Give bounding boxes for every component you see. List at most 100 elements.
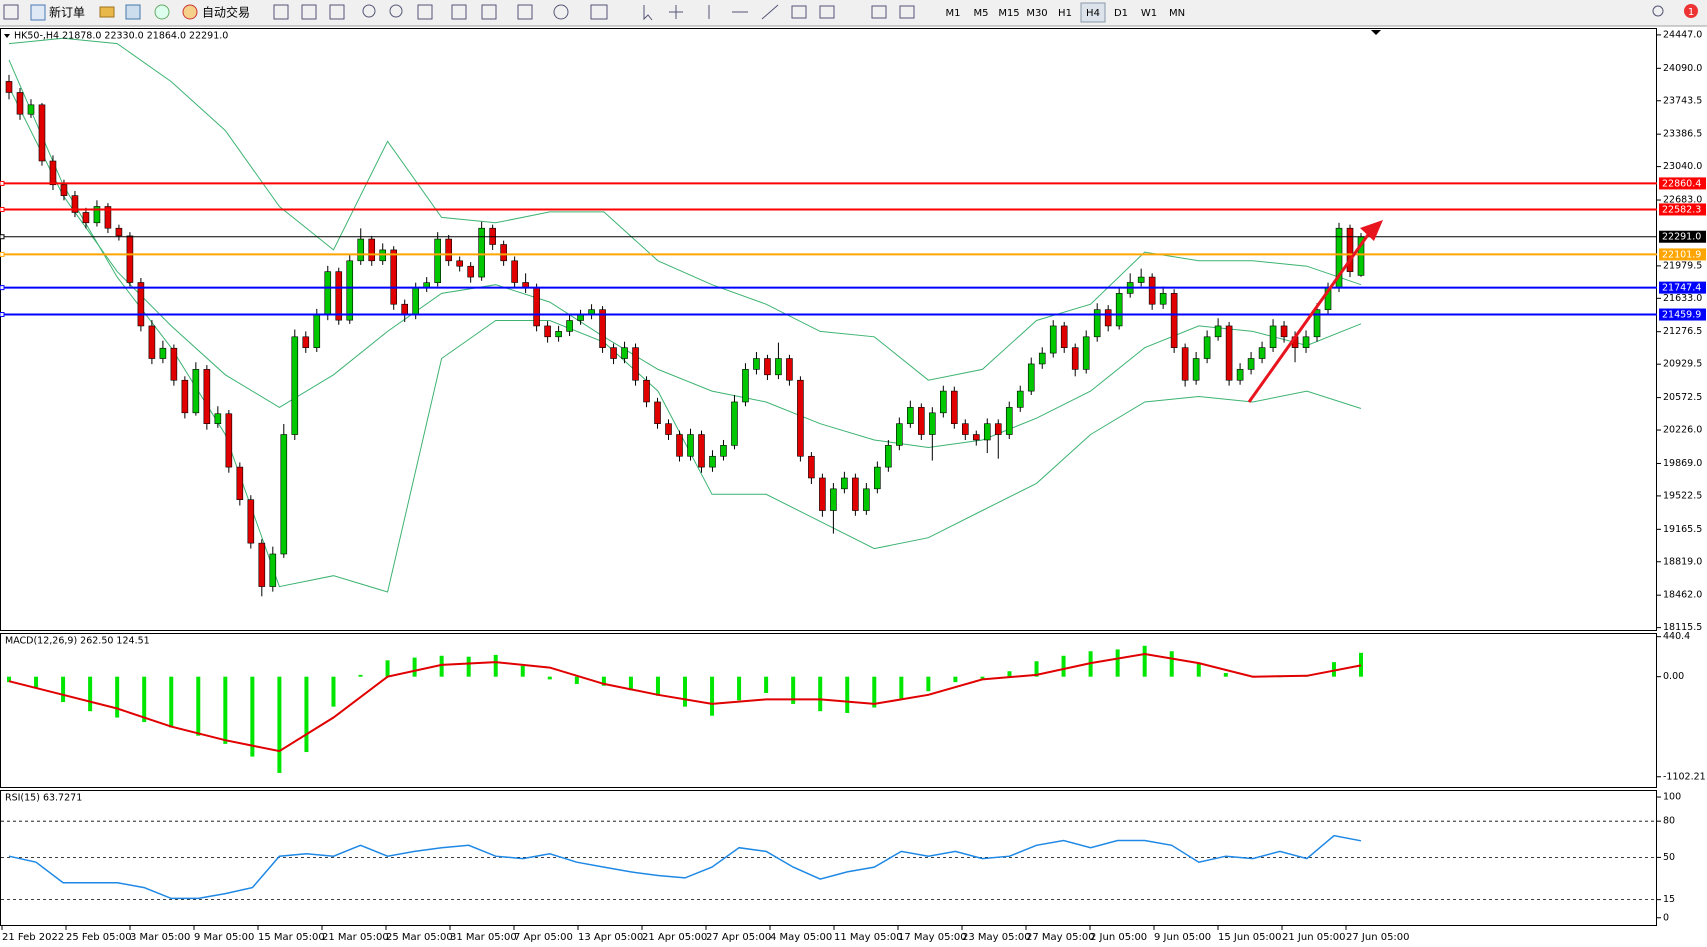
line-icons[interactable] [708,4,779,20]
candle-body [214,413,222,424]
y-tick-label: 15 [1663,894,1675,905]
icon[interactable] [301,4,317,20]
timeframe-button[interactable]: M1 [946,8,961,19]
price-level-label: 21747.4 [1662,283,1701,294]
timeframe-button[interactable]: D1 [1114,8,1128,19]
macd-bar [818,676,823,712]
tool-icons [273,4,1664,21]
candle-body [852,477,859,511]
new-order-icon[interactable] [30,4,46,21]
timeframe-button[interactable]: MN [1169,8,1185,19]
candle-body [555,331,562,338]
timeframe-button[interactable]: H1 [1058,8,1072,19]
autotrade-button[interactable]: 自动交易 [202,5,250,20]
x-tick-label: 17 May 05:00 [898,932,967,943]
icon[interactable] [590,4,608,20]
icon[interactable] [517,4,533,20]
timeframe-button[interactable]: M5 [974,8,989,19]
macd-bar [953,676,958,683]
icon[interactable] [899,5,915,19]
icon[interactable] [553,4,569,20]
candle-body [412,287,419,316]
candle-body [1214,325,1222,338]
macd-bar [926,676,931,692]
icon[interactable] [3,4,19,20]
crosshair-icon[interactable] [669,5,683,19]
icon[interactable] [273,4,289,20]
autotrade-icon[interactable] [182,4,198,20]
icon[interactable] [871,5,887,19]
candle-body [1170,293,1178,348]
candle-body [280,434,288,555]
candle-body [115,227,123,237]
candle-body [258,542,266,587]
icon[interactable] [389,4,403,18]
macd-bar [169,676,174,728]
macd-bar [683,676,687,707]
candle-body [390,249,398,305]
icon[interactable] [791,5,807,19]
icon[interactable] [154,4,170,20]
macd-bar [655,676,660,696]
icon[interactable] [329,4,345,20]
icon[interactable] [125,4,141,20]
icon[interactable] [99,6,115,18]
macd-bar [845,676,850,713]
x-tick-label: 2 Jun 05:00 [1090,932,1147,943]
macd-bar [439,655,444,677]
y-tick-label: 18462.0 [1663,590,1702,601]
y-tick-label: 18115.5 [1663,622,1702,633]
icon[interactable] [481,4,497,20]
candle-body [38,104,46,162]
candle-body [687,434,694,457]
timeframe-button[interactable]: W1 [1141,8,1157,19]
macd-bar [547,676,552,680]
macd-bar [61,676,66,703]
candle-body [511,260,518,283]
timeframe-button[interactable]: M15 [998,8,1019,19]
y-tick-label: 19165.5 [1663,524,1702,535]
y-tick-label: 23386.5 [1663,129,1702,140]
timeframe-button[interactable]: H4 [1086,8,1100,19]
candle-body [203,369,211,424]
macd-bar [358,674,363,677]
candle-body [961,423,969,435]
macd-bar [1142,645,1147,677]
icon[interactable] [451,4,467,20]
x-tick-label: 21 Mar 05:00 [322,932,389,943]
candle-body [1016,390,1024,408]
candle-body [1203,336,1211,359]
x-tick-label: 9 Mar 05:00 [194,932,254,943]
macd-bar [142,676,147,723]
macd-bar [115,676,120,718]
icon[interactable] [819,5,835,19]
candle-body [621,347,628,359]
candle-body [753,358,760,370]
candle-body [126,235,134,283]
candle-body [1082,336,1090,370]
macd-bar [1061,655,1066,677]
notification-badge[interactable] [1684,4,1698,18]
candle-body [1093,309,1101,338]
icon[interactable] [417,4,433,20]
y-tick-label: 19869.0 [1663,458,1702,469]
macd-bar [277,676,282,773]
toolbar: 新订单 自动交易 1 [0,0,1707,27]
macd-bar [1169,651,1174,677]
icon[interactable] [362,4,376,18]
trend-arrow-head [1360,220,1383,241]
new-order-button[interactable]: 新订单 [49,5,85,20]
candle-body [1104,309,1112,327]
price-level-handle [0,251,5,257]
candle-body [720,445,727,457]
x-tick-label: 25 Mar 05:00 [386,932,453,943]
cursor-icon[interactable] [643,5,653,21]
macd-bar [88,676,93,712]
search-icon[interactable] [1652,5,1664,17]
timeframe-button[interactable]: M30 [1026,8,1047,19]
macd-bar [196,676,201,736]
candle-body [929,412,936,435]
x-tick-label: 23 May 05:00 [962,932,1031,943]
macd-signal [8,652,1362,753]
